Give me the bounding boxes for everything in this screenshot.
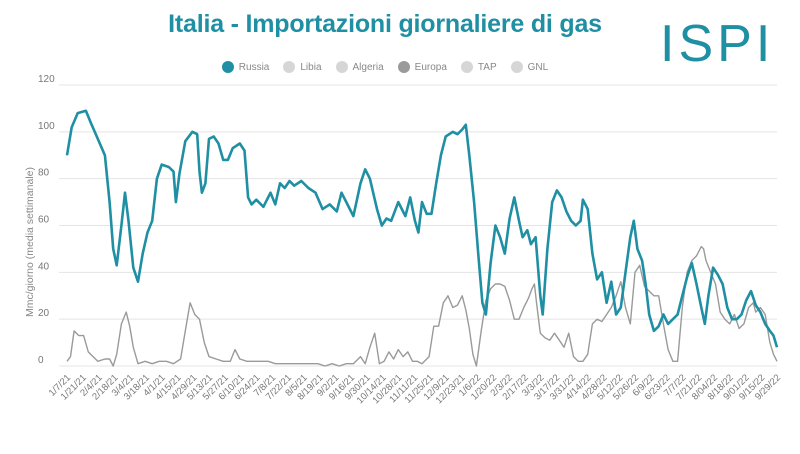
legend: Russia Libia Algeria Europa TAP GNL: [0, 58, 770, 76]
y-axis-ticks: 0 20 40 60 80 100 120: [38, 74, 55, 366]
y-tick-label: 40: [38, 261, 50, 272]
legend-dot-gnl: [510, 61, 523, 73]
legend-item-russia[interactable]: Russia: [221, 58, 270, 76]
y-tick-label: 0: [38, 355, 44, 366]
legend-label: GNL: [527, 61, 549, 73]
legend-item-algeria[interactable]: Algeria: [335, 58, 384, 76]
legend-label: Libia: [300, 61, 322, 73]
y-tick-label: 60: [38, 215, 50, 226]
series-lines: [65, 109, 779, 367]
legend-item-tap[interactable]: TAP: [460, 58, 497, 76]
legend-dot-algeria: [335, 61, 348, 73]
legend-label: Algeria: [352, 61, 384, 73]
legend-label: Europa: [414, 61, 447, 73]
series-line-russia: [65, 109, 779, 348]
legend-item-gnl[interactable]: GNL: [510, 58, 549, 76]
ispi-logo: ISPI: [660, 15, 775, 73]
series-line-gnl: [66, 245, 778, 367]
y-tick-label: 80: [38, 168, 50, 179]
legend-item-europa[interactable]: Europa: [397, 58, 447, 76]
y-tick-label: 100: [38, 121, 55, 132]
x-axis-ticks: 1/7/211/21/212/4/212/18/213/4/213/18/214…: [47, 372, 783, 406]
legend-item-libia[interactable]: Libia: [283, 58, 322, 76]
legend-label: TAP: [477, 61, 497, 73]
legend-dot-tap: [460, 61, 473, 73]
y-axis-label: Mmc/giorno (media settimanale): [24, 167, 36, 317]
legend-dot-libia: [283, 61, 296, 73]
legend-dot-europa: [397, 61, 410, 73]
chart-title: Italia - Importazioni giornaliere di gas: [168, 10, 602, 38]
y-tick-label: 20: [38, 308, 50, 319]
legend-label: Russia: [238, 61, 270, 73]
legend-dot-russia: [221, 61, 234, 73]
y-tick-label: 120: [38, 74, 55, 85]
